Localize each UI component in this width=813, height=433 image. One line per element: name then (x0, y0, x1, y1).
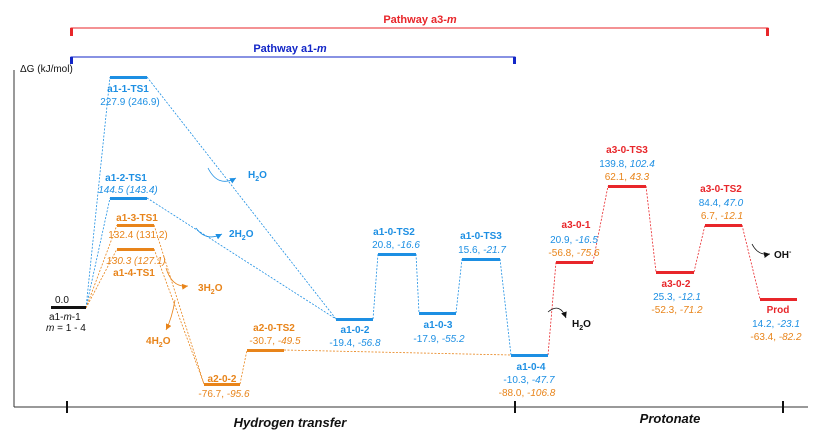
a1-0-ts2-name: a1-0-TS2 (373, 227, 415, 238)
a1-3-ts1-values: 132.4 (131.2) (108, 230, 168, 241)
x-axis-label-hydrogen-transfer: Hydrogen transfer (234, 415, 348, 430)
prod-values-orange: -63.4, -82.2 (750, 332, 802, 343)
a1-0-3-values: -17.9, -55.2 (413, 334, 465, 345)
a1-3-ts1-name: a1-3-TS1 (116, 213, 158, 224)
level-a1-0-2 (336, 318, 373, 321)
level-a1-0-ts3 (462, 258, 500, 261)
a3-0-ts3-values-blue: 139.8, 102.4 (599, 159, 655, 170)
level-a1-1-ts1 (110, 76, 147, 79)
a1-0-ts3-values: 15.6, -21.7 (458, 245, 506, 256)
level-a1-4-ts1 (117, 248, 154, 251)
a1-0-ts3-name: a1-0-TS3 (460, 231, 502, 242)
level-a1-0-4 (511, 354, 548, 357)
level-a3-0-ts3 (608, 185, 646, 188)
level-a2-0-2 (204, 383, 240, 386)
pathway-a3-bracket: Pathway a3-m (70, 14, 769, 36)
start-value: 0.0 (55, 295, 69, 306)
energy-levels (51, 76, 797, 386)
h2o-label: H2O (248, 170, 267, 183)
a1-0-4-name: a1-0-4 (517, 362, 546, 373)
a2-0-2-values: -76.7, -95.6 (198, 389, 250, 400)
y-axis-label: ΔG (kJ/mol) (20, 64, 73, 75)
species-labels: H2O 2H2O 3H2O 4H2O H2O OH- (146, 170, 792, 349)
a1-0-2-values: -19.4, -56.8 (329, 338, 381, 349)
oh-label: OH- (774, 249, 792, 261)
a3-0-2-values-blue: 25.3, -12.1 (653, 292, 701, 303)
a3-0-1-name: a3-0-1 (562, 220, 591, 231)
level-a1-0-3 (419, 312, 456, 315)
start-note: m = 1 - 4 (46, 323, 86, 334)
level-a2-0-ts2 (247, 349, 284, 352)
water-release-arrows (165, 167, 771, 331)
a3-0-ts2-values-orange: 6.7, -12.1 (701, 211, 743, 222)
a1-1-ts1-values: 227.9 (246.9) (100, 97, 160, 108)
a3-0-ts3-name: a3-0-TS3 (606, 145, 648, 156)
3h2o-label: 3H2O (198, 283, 223, 296)
level-prod (760, 298, 797, 301)
axes: ΔG (kJ/mol) Hydrogen transfer Protonate (13, 64, 808, 430)
2h2o-label: 2H2O (229, 229, 254, 242)
level-start (51, 306, 86, 309)
level-a1-3-ts1 (117, 224, 154, 227)
a1-4-ts1-name: a1-4-TS1 (113, 268, 155, 279)
a3-0-ts2-name: a3-0-TS2 (700, 184, 742, 195)
level-a1-0-ts2 (378, 253, 416, 256)
a1-4-ts1-values: 130.3 (127.1) (106, 256, 166, 267)
h2o-added-label: H2O (572, 319, 591, 332)
level-a3-0-ts2 (705, 224, 742, 227)
level-a1-2-ts1 (110, 197, 147, 200)
a2-0-ts2-values: -30.7, -49.5 (249, 336, 301, 347)
level-a3-0-2 (656, 271, 694, 274)
a1-0-2-name: a1-0-2 (341, 325, 370, 336)
pathway-a1-bracket: Pathway a1-m (70, 43, 516, 64)
pathway-a1-label: Pathway a1-m (253, 43, 327, 55)
a1-2-ts1-values: 144.5 (143.4) (98, 185, 158, 196)
pathway-a3-label: Pathway a3-m (383, 14, 457, 26)
a3-0-2-values-orange: -52.3, -71.2 (651, 305, 703, 316)
a1-2-ts1-name: a1-2-TS1 (105, 173, 147, 184)
a2-0-ts2-name: a2-0-TS2 (253, 323, 295, 334)
a3-0-1-values-orange: -56.8, -75.6 (548, 248, 600, 259)
a1-0-ts2-values: 20.8, -16.6 (372, 240, 420, 251)
state-labels: 0.0 a1-m-1 m = 1 - 4 a1-1-TS1 227.9 (246… (46, 84, 802, 400)
level-a3-0-1 (556, 261, 593, 264)
prod-values-blue: 14.2, -23.1 (752, 319, 800, 330)
a1-0-3-name: a1-0-3 (424, 320, 453, 331)
a1-1-ts1-name: a1-1-TS1 (107, 84, 149, 95)
a3-0-1-values-blue: 20.9, -16.5 (550, 235, 598, 246)
a2-0-2-name: a2-0-2 (208, 374, 237, 385)
a3-0-ts2-values-blue: 84.4, 47.0 (699, 198, 744, 209)
a1-0-4-values-orange: -88.0, -106.8 (499, 388, 556, 399)
prod-name: Prod (767, 305, 790, 316)
x-axis-label-protonate: Protonate (640, 411, 701, 426)
a3-0-ts3-values-orange: 62.1, 43.3 (605, 172, 650, 183)
start-name: a1-m-1 (49, 312, 81, 323)
connectors (85, 76, 761, 385)
4h2o-label: 4H2O (146, 336, 171, 349)
a1-0-4-values-blue: -10.3, -47.7 (503, 375, 555, 386)
a3-0-2-name: a3-0-2 (662, 279, 691, 290)
